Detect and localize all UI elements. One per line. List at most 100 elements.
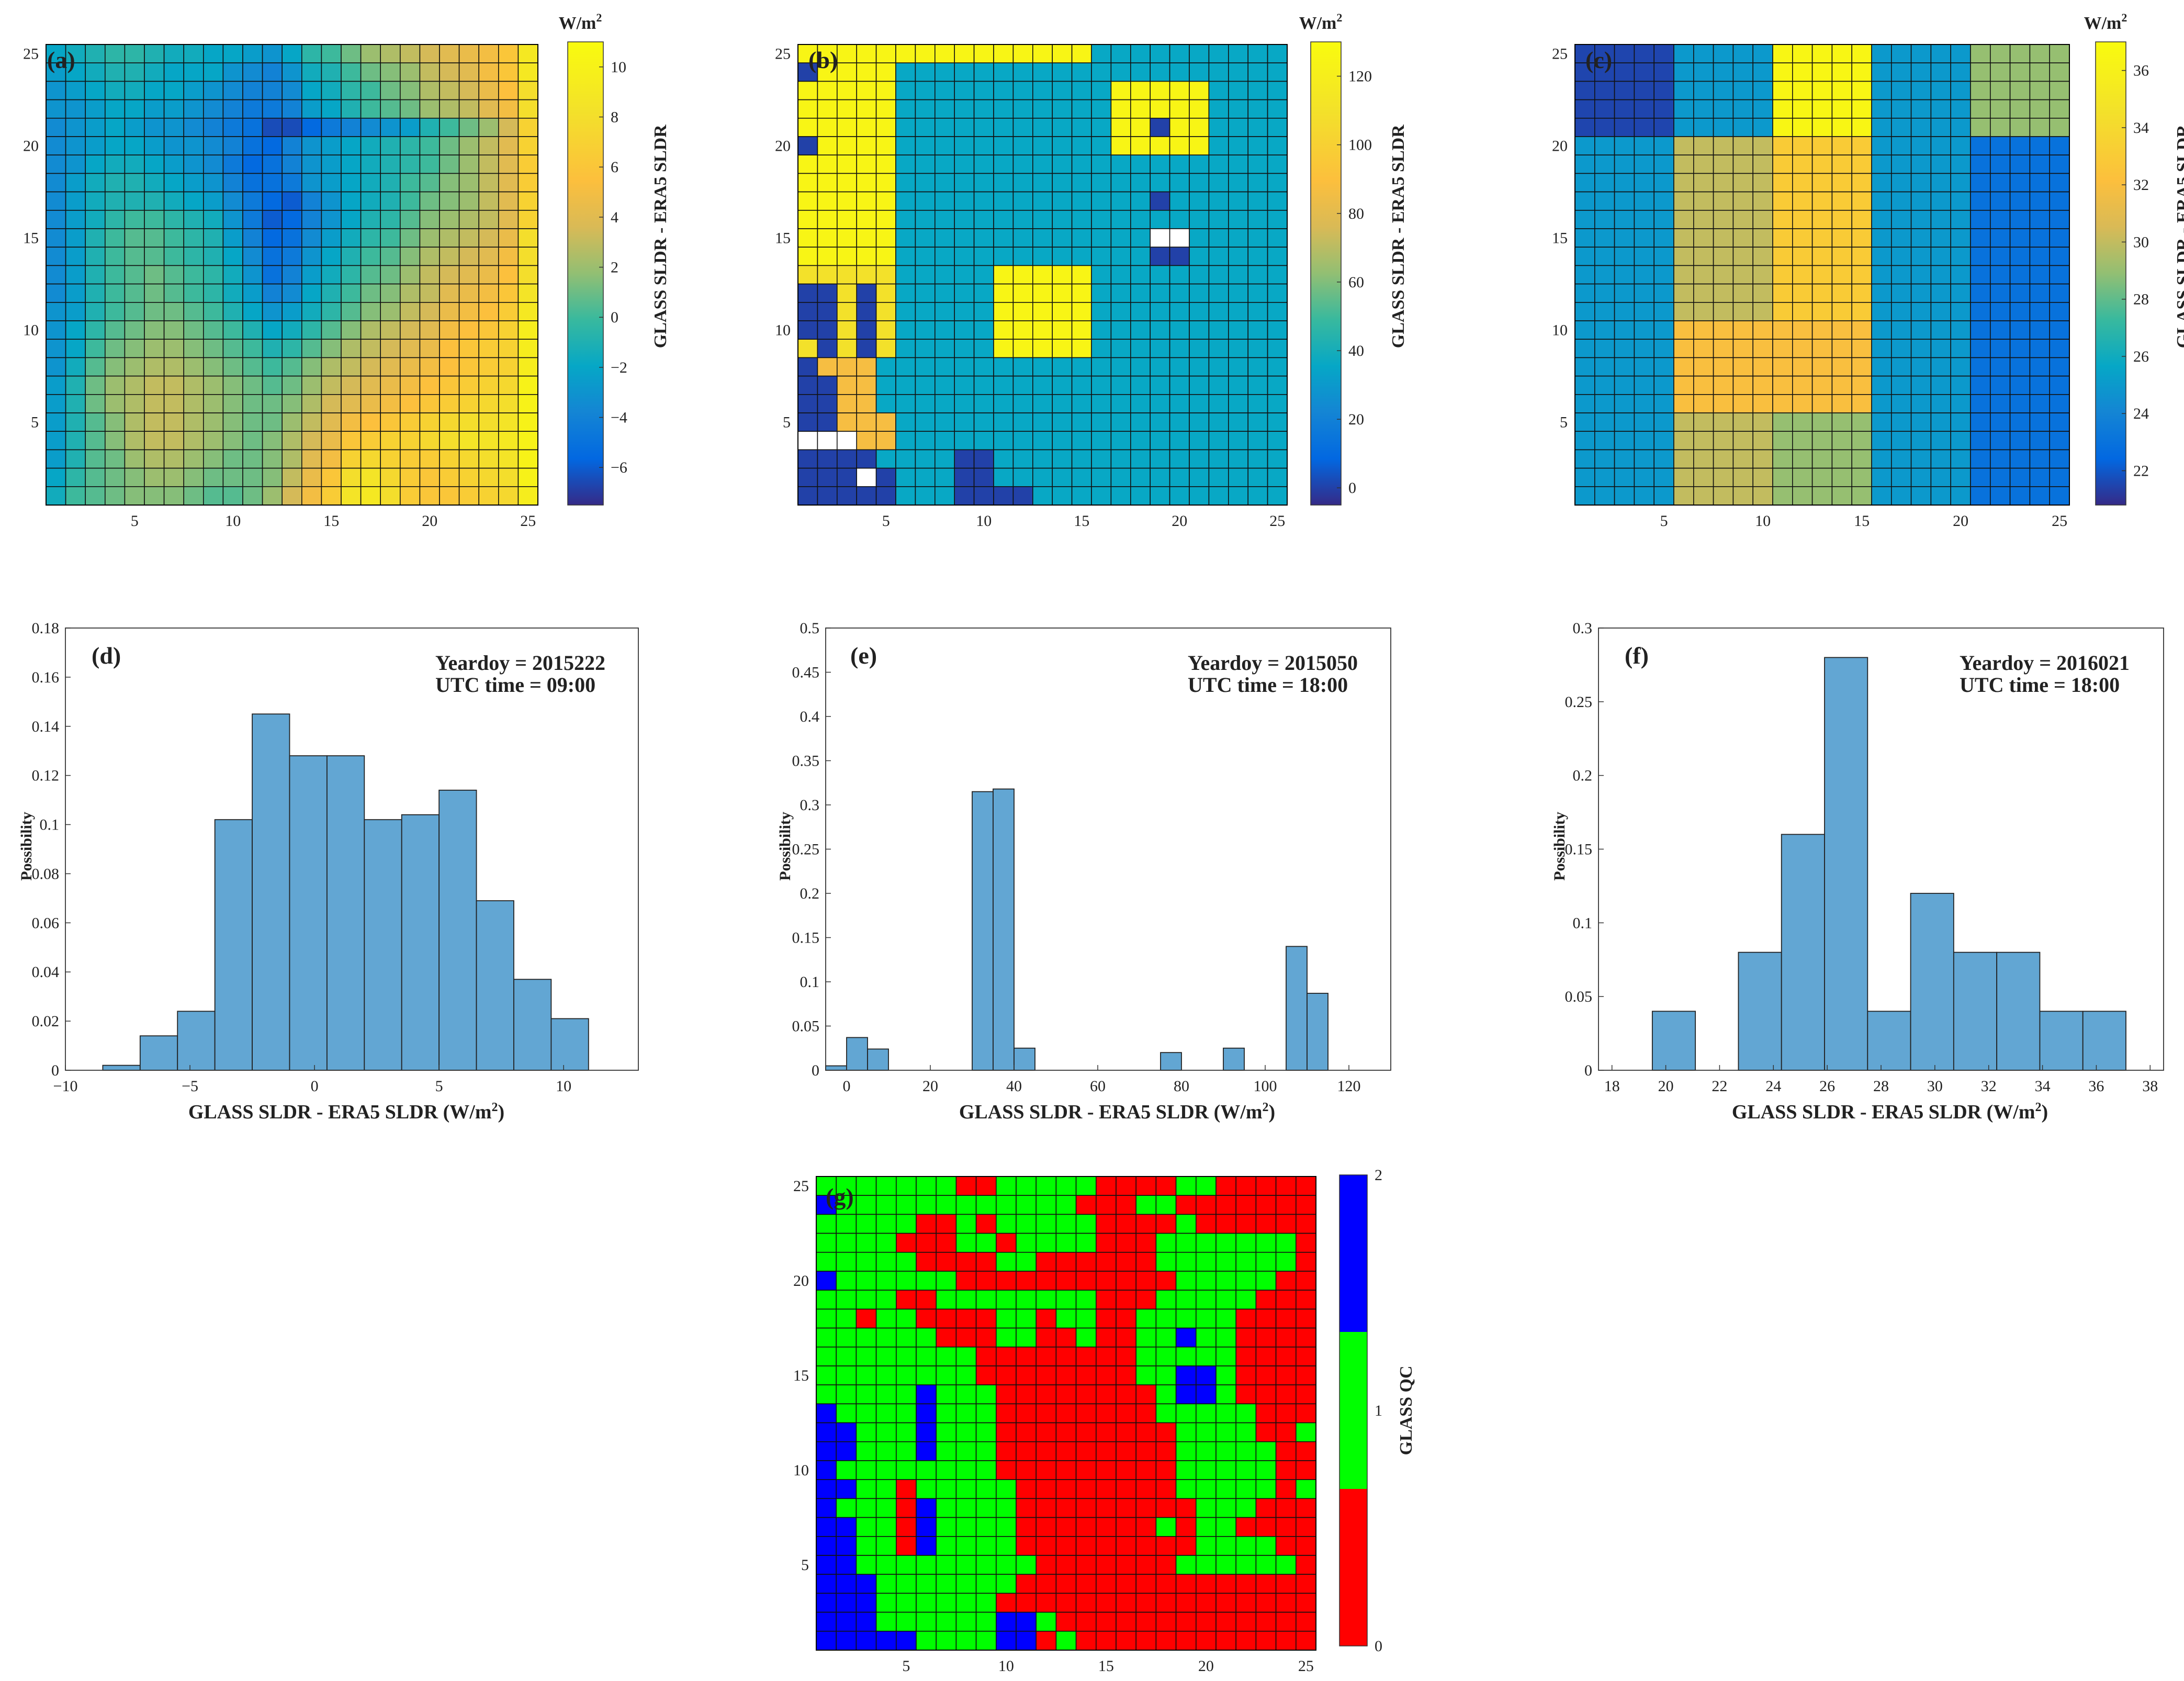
y-tick-label-c: 20 [1552, 138, 1568, 155]
heatmap-cell [85, 339, 106, 358]
heatmap-cell [144, 154, 165, 174]
heatmap-cell [380, 62, 401, 82]
qc-cell [1155, 1631, 1177, 1651]
heatmap-cell [1150, 191, 1170, 211]
heatmap-cell [1091, 357, 1112, 377]
heatmap-cell [282, 62, 302, 82]
heatmap-cell [85, 81, 106, 100]
heatmap-cell [124, 44, 145, 64]
heatmap-cell [1950, 301, 1971, 321]
qc-cell [1215, 1631, 1237, 1651]
heatmap-cell [1130, 81, 1151, 100]
heatmap-cell [1071, 228, 1092, 248]
heatmap-cell [1831, 449, 1852, 469]
heatmap-cell [2009, 81, 2031, 100]
heatmap-cell [262, 136, 283, 156]
heatmap-cell [797, 228, 818, 248]
heatmap-cell [360, 62, 381, 82]
heatmap-cell [1247, 228, 1268, 248]
qc-cell [1275, 1593, 1297, 1613]
heatmap-cell [1910, 81, 1932, 100]
heatmap-cell [1169, 357, 1190, 377]
qc-cell [836, 1252, 857, 1272]
heatmap-b-cells [797, 44, 1288, 506]
heatmap-cell [1970, 265, 1991, 285]
heatmap-cell [380, 209, 401, 229]
qc-cell [1196, 1574, 1217, 1594]
heatmap-cell [797, 173, 818, 193]
heatmap-cell [1732, 283, 1753, 303]
qc-cell [975, 1479, 997, 1499]
qc-cell [1135, 1403, 1157, 1424]
heatmap-cell [1228, 62, 1249, 82]
heatmap-cell [1189, 246, 1210, 266]
heatmap-cell [85, 375, 106, 395]
heatmap-cell [65, 486, 86, 506]
heatmap-cell [1673, 339, 1694, 358]
heatmap-cell [46, 357, 66, 377]
heatmap-cell [242, 228, 263, 248]
heatmap-cell [1970, 486, 1991, 506]
heatmap-cell [954, 154, 975, 174]
heatmap-cell [105, 136, 126, 156]
heatmap-cell [1228, 246, 1249, 266]
heatmap-cell [301, 431, 322, 451]
heatmap-cell [222, 246, 243, 266]
heatmap-cell [124, 154, 145, 174]
heatmap-cell [341, 339, 362, 358]
qc-cell [1196, 1631, 1217, 1651]
histogram-f-bars [1651, 657, 2126, 1071]
heatmap-cell [2009, 265, 2031, 285]
heatmap-cell [458, 301, 479, 321]
y-tick-label-a: 10 [23, 322, 39, 339]
annotation-utc-e: UTC time = 18:00 [1188, 673, 1348, 697]
heatmap-cell [399, 154, 421, 174]
heatmap-cell [875, 173, 896, 193]
heatmap-cell [144, 486, 165, 506]
heatmap-cell [124, 412, 145, 432]
qc-cell [875, 1517, 897, 1537]
heatmap-cell [1792, 357, 1813, 377]
heatmap-cell [1693, 394, 1714, 413]
heatmap-cell [202, 265, 224, 285]
heatmap-cell [1990, 246, 2011, 266]
heatmap-cell [1012, 394, 1033, 413]
heatmap-cell [282, 375, 302, 395]
heatmap-cell [242, 412, 263, 432]
qc-cell [1016, 1384, 1037, 1405]
colorbar-c-units-base: W/m [2084, 14, 2122, 33]
heatmap-cell [380, 228, 401, 248]
heatmap-cell [439, 246, 460, 266]
colorbar-a-label: GLASS SLDR - ERA5 SLDR [651, 125, 670, 348]
qc-cell [936, 1195, 957, 1215]
heatmap-cell [65, 136, 86, 156]
histogram-bar [1738, 951, 1782, 1071]
heatmap-cell [282, 44, 302, 64]
heatmap-cell [262, 339, 283, 358]
heatmap-cell [1614, 265, 1635, 285]
heatmap-cell [1930, 301, 1951, 321]
heatmap-cell [1130, 265, 1151, 285]
heatmap-cell [993, 357, 1014, 377]
heatmap-cell [242, 118, 263, 137]
heatmap-cell [797, 394, 818, 413]
heatmap-cell [935, 246, 955, 266]
heatmap-cell [1634, 209, 1654, 229]
heatmap-cell [202, 173, 224, 193]
heatmap-cell [222, 99, 243, 119]
heatmap-cell [183, 357, 204, 377]
qc-cell [855, 1271, 877, 1291]
heatmap-cell [1574, 431, 1595, 451]
heatmap-cell [321, 191, 342, 211]
heatmap-cell [797, 265, 818, 285]
heatmap-cell [380, 301, 401, 321]
heatmap-cell [301, 118, 322, 137]
heatmap-cell [1792, 467, 1813, 487]
heatmap-cell [124, 301, 145, 321]
heatmap-cell [1208, 44, 1229, 64]
heatmap-cell [458, 136, 479, 156]
heatmap-cell [85, 320, 106, 340]
heatmap-cell [837, 486, 858, 506]
heatmap-cell [439, 394, 460, 413]
heatmap-cell [973, 173, 994, 193]
